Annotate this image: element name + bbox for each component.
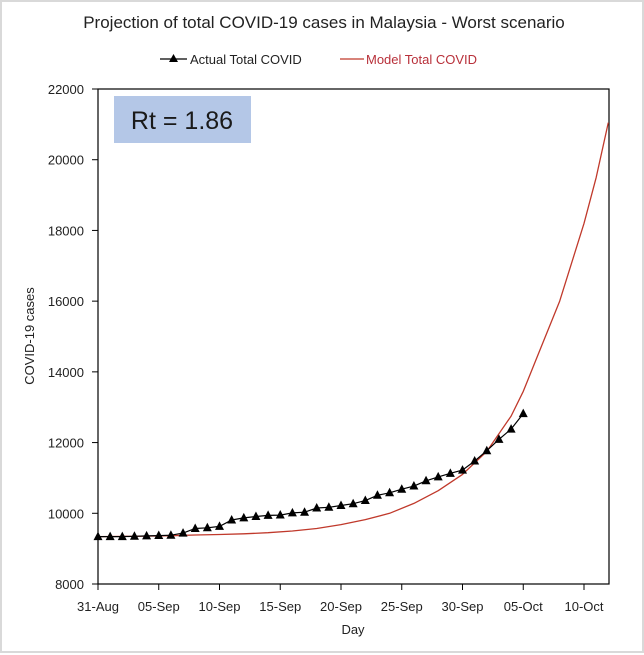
actual-point <box>409 481 419 490</box>
actual-point <box>300 507 310 516</box>
rt-annotation: Rt = 1.86 <box>114 96 251 143</box>
actual-point <box>287 507 297 517</box>
actual-point <box>360 495 370 505</box>
series-model <box>97 122 609 538</box>
actual-point <box>324 502 334 511</box>
actual-point <box>482 445 492 455</box>
series-actual <box>93 408 528 541</box>
y-tick-label: 8000 <box>55 577 84 592</box>
actual-point <box>397 484 407 493</box>
actual-point <box>215 521 224 530</box>
actual-point <box>178 528 188 537</box>
x-tick-label: 15-Sep <box>259 599 301 614</box>
actual-point <box>421 475 431 485</box>
x-tick-label: 10-Sep <box>199 599 241 614</box>
actual-point <box>251 511 261 520</box>
y-tick-label: 18000 <box>48 223 84 238</box>
actual-point <box>93 531 103 541</box>
x-tick-label: 20-Sep <box>320 599 362 614</box>
y-tick-label: 10000 <box>48 506 84 521</box>
actual-point <box>348 498 358 508</box>
actual-point <box>275 510 285 519</box>
legend-actual-label: Actual Total COVID <box>190 52 302 67</box>
legend-actual-marker-icon <box>169 54 178 62</box>
x-axis-title: Day <box>341 622 365 637</box>
y-tick-label: 20000 <box>48 153 84 168</box>
actual-point <box>372 490 382 499</box>
plot-area <box>97 88 610 585</box>
chart-title: Projection of total COVID-19 cases in Ma… <box>83 13 565 32</box>
actual-point <box>142 530 152 540</box>
actual-point <box>433 471 443 481</box>
x-tick-label: 10-Oct <box>564 599 603 614</box>
actual-point <box>445 468 455 477</box>
actual-point <box>263 510 273 519</box>
actual-point <box>239 512 249 522</box>
y-tick-label: 22000 <box>48 82 84 97</box>
actual-point <box>518 408 528 418</box>
x-tick-label: 05-Oct <box>504 599 543 614</box>
x-tick-label: 25-Sep <box>381 599 423 614</box>
actual-point <box>494 434 504 443</box>
actual-point <box>154 530 164 540</box>
model-line <box>97 122 609 538</box>
actual-point <box>105 531 115 541</box>
x-tick-label: 05-Sep <box>138 599 180 614</box>
actual-point <box>202 522 212 532</box>
actual-point <box>129 531 139 540</box>
actual-point <box>117 531 127 541</box>
y-tick-label: 14000 <box>48 365 84 380</box>
actual-point <box>506 424 516 433</box>
actual-point <box>385 487 395 497</box>
actual-point <box>336 500 346 510</box>
legend: Actual Total COVID Model Total COVID <box>160 52 477 67</box>
actual-point <box>166 530 176 539</box>
y-axis: 8000 10000 12000 14000 16000 18000 20000 22000 <box>48 82 98 592</box>
actual-point <box>458 465 467 474</box>
x-tick-label: 31-Aug <box>77 599 119 614</box>
y-tick-label: 16000 <box>48 294 84 309</box>
x-axis: 31-Aug 05-Sep 10-Sep 15-Sep 20-Sep 25-Sep 30-S… <box>77 584 604 614</box>
y-tick-label: 12000 <box>48 436 84 451</box>
rt-annotation-text: Rt = 1.86 <box>131 107 233 135</box>
rt-annotation-box <box>114 96 251 143</box>
y-axis-title: COVID-19 cases <box>22 287 37 385</box>
x-tick-label: 30-Sep <box>442 599 484 614</box>
actual-point <box>470 455 480 465</box>
actual-point <box>312 502 322 512</box>
legend-model-label: Model Total COVID <box>366 52 477 67</box>
actual-point <box>190 523 200 532</box>
actual-point <box>227 515 237 524</box>
